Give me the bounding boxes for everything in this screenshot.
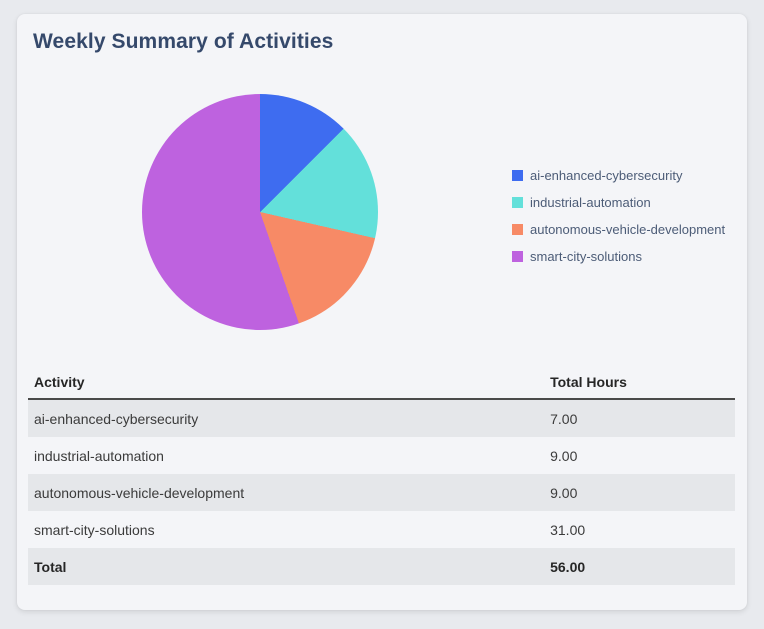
legend-item-label: industrial-automation	[530, 195, 651, 210]
pie-chart	[142, 94, 378, 330]
legend-item-label: smart-city-solutions	[530, 249, 642, 264]
table-row: smart-city-solutions 31.00	[28, 511, 735, 548]
legend-item[interactable]: ai-enhanced-cybersecurity	[512, 162, 725, 189]
table-row: ai-enhanced-cybersecurity 7.00	[28, 399, 735, 437]
activity-cell: autonomous-vehicle-development	[34, 484, 245, 501]
legend-item[interactable]: autonomous-vehicle-development	[512, 216, 725, 243]
total-hours-cell: 31.00	[550, 521, 586, 538]
weekly-summary-card: Weekly Summary of Activities ai-enhanced…	[17, 14, 747, 610]
summary-table: Activity Total Hours ai-enhanced-cybersec…	[28, 366, 735, 585]
table-header-row: Activity Total Hours	[28, 366, 735, 400]
total-hours-cell: 9.00	[550, 447, 578, 464]
activity-cell: Total	[34, 558, 67, 575]
page-title: Weekly Summary of Activities	[33, 30, 334, 53]
legend-item[interactable]: smart-city-solutions	[512, 243, 725, 270]
legend-item-label: ai-enhanced-cybersecurity	[530, 168, 683, 183]
legend-swatch-icon	[512, 251, 523, 262]
table-row: autonomous-vehicle-development 9.00	[28, 474, 735, 511]
activity-cell: industrial-automation	[34, 447, 164, 464]
table-total-row: Total 56.00	[28, 548, 735, 585]
table-header: Activity Total Hours	[28, 366, 735, 400]
table-column-header: Total Hours	[544, 366, 735, 400]
legend-item[interactable]: industrial-automation	[512, 189, 725, 216]
chart-legend: ai-enhanced-cybersecurity industrial-auto…	[512, 162, 725, 270]
table-body: ai-enhanced-cybersecurity 7.00 industrial-…	[28, 399, 735, 585]
activity-cell: ai-enhanced-cybersecurity	[34, 410, 199, 427]
total-hours-cell: 7.00	[550, 410, 578, 427]
total-hours-cell: 9.00	[550, 484, 578, 501]
legend-swatch-icon	[512, 170, 523, 181]
pie-chart-section: ai-enhanced-cybersecurity industrial-auto…	[17, 94, 747, 364]
activity-cell: smart-city-solutions	[34, 521, 155, 538]
table-row: industrial-automation 9.00	[28, 437, 735, 474]
summary-table-section: Activity Total Hours ai-enhanced-cybersec…	[28, 366, 735, 585]
legend-swatch-icon	[512, 197, 523, 208]
total-hours-cell: 56.00	[550, 558, 586, 575]
legend-item-label: autonomous-vehicle-development	[530, 222, 726, 237]
table-column-header: Activity	[28, 366, 545, 400]
legend-swatch-icon	[512, 224, 523, 235]
